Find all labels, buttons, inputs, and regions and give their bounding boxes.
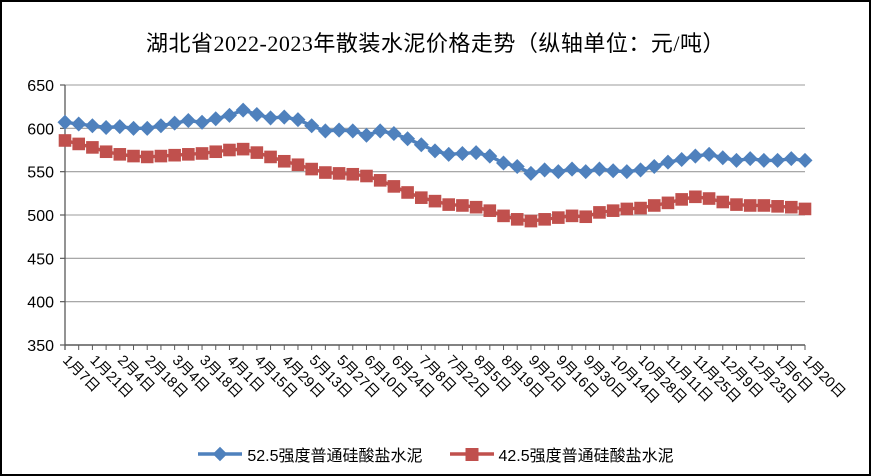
svg-text:500: 500 <box>27 208 54 225</box>
legend-item-52-5: 52.5强度普通硅酸盐水泥 <box>197 442 423 466</box>
chart-legend: 52.5强度普通硅酸盐水泥 42.5强度普通硅酸盐水泥 <box>2 442 869 466</box>
legend-label-52-5: 52.5强度普通硅酸盐水泥 <box>247 448 423 465</box>
chart-title: 湖北省2022-2023年散装水泥价格走势（纵轴单位：元/吨） <box>146 31 725 56</box>
svg-text:550: 550 <box>27 165 54 182</box>
svg-text:650: 650 <box>27 78 54 95</box>
svg-text:600: 600 <box>27 121 54 138</box>
svg-text:450: 450 <box>27 251 54 268</box>
legend-label-42-5: 42.5强度普通硅酸盐水泥 <box>498 448 674 465</box>
svg-text:400: 400 <box>27 295 54 312</box>
line-diamond-marker-icon <box>198 446 243 462</box>
legend-item-42-5: 42.5强度普通硅酸盐水泥 <box>449 442 674 466</box>
svg-text:350: 350 <box>27 338 54 355</box>
line-square-marker-icon <box>449 448 494 461</box>
